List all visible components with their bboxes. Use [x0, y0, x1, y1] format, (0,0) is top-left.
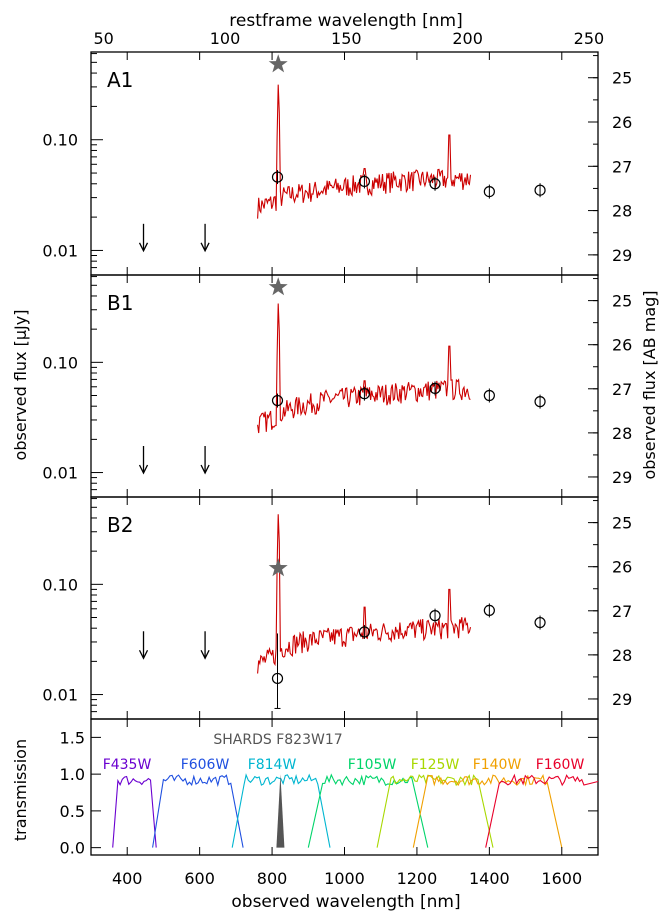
- mag-tick-label: 28: [612, 202, 632, 221]
- flux-tick-label: 0.10: [42, 353, 78, 372]
- mag-tick-label: 29: [612, 690, 632, 709]
- transmission-panel: 1.5 1.0 0.5 0.0 F435W F606W F814W F105W F125W F14…: [60, 718, 599, 888]
- panel-b1: B1 0.10 0.01 25 26 27 28 29: [42, 274, 632, 498]
- photometry-point: [534, 616, 546, 629]
- photometry-point: [429, 382, 441, 395]
- photometry-point: [429, 178, 441, 190]
- filter-label: F435W: [103, 757, 152, 773]
- upper-limit-arrowhead: [138, 649, 149, 660]
- panel-frame: [90, 274, 599, 498]
- transmission-tick-label: 0.5: [60, 802, 85, 821]
- transmission-axis-title: transmission: [11, 739, 30, 841]
- filter-curve-f105w: [307, 773, 429, 848]
- top-axis-title: restframe wavelength [nm]: [229, 11, 462, 31]
- upper-limit-arrowhead: [200, 649, 210, 660]
- left-axis-title: observed flux [μJy]: [11, 310, 30, 461]
- bottom-tick-label: 1600: [541, 869, 582, 888]
- photometry-point: [429, 610, 441, 622]
- transmission-tick-label: 1.5: [60, 728, 85, 747]
- transmission-frame: [90, 718, 599, 856]
- upper-limit-arrowhead: [138, 464, 149, 475]
- mag-tick-label: 28: [612, 646, 632, 665]
- panel-frame: [90, 496, 599, 720]
- transmission-tick-label: 0.0: [60, 839, 85, 858]
- lyman-alpha-star-marker: [268, 54, 288, 73]
- filter-curve-f140w: [412, 774, 563, 848]
- filter-curve-f606w: [152, 774, 244, 848]
- flux-tick-label: 0.10: [42, 131, 78, 150]
- panel-b2: B2 0.10 0.01 25 26 27 28 29: [42, 496, 632, 720]
- mag-tick-label: 25: [612, 292, 632, 311]
- bottom-tick-label: 800: [257, 869, 288, 888]
- upper-limit-arrowhead: [138, 242, 149, 253]
- top-tick-label: 100: [210, 29, 241, 48]
- mag-tick-label: 29: [612, 468, 632, 487]
- right-axis-title: observed flux [AB mag]: [640, 290, 659, 479]
- filter-label: F140W: [473, 757, 522, 773]
- spectrum-line: [257, 84, 472, 219]
- top-axis-ticks: 50 100 150 200 250: [93, 29, 604, 48]
- panel-label: B2: [107, 513, 133, 537]
- photometry-point: [358, 626, 371, 638]
- filter-label: F814W: [248, 757, 297, 773]
- photometry-point: [483, 604, 495, 617]
- mag-tick-label: 27: [612, 602, 632, 621]
- top-tick-label: 200: [452, 29, 483, 48]
- upper-limit-arrowhead: [200, 464, 210, 475]
- panel-a1: A1 0.10 0.01 25 26 27 28 29: [42, 51, 632, 276]
- flux-tick-label: 0.01: [42, 464, 78, 483]
- panel-label: B1: [107, 291, 133, 315]
- mag-tick-label: 25: [612, 69, 632, 88]
- top-tick-label: 50: [93, 29, 113, 48]
- mag-tick-label: 27: [612, 380, 632, 399]
- photometry-point: [271, 394, 284, 407]
- filter-curve-f160w: [485, 773, 599, 848]
- photometry-point: [483, 389, 495, 402]
- photometry-point: [271, 171, 284, 183]
- lyman-alpha-star-marker: [268, 277, 288, 296]
- photometry-point: [483, 185, 495, 198]
- photometry-point: [358, 175, 371, 188]
- filter-label: F125W: [411, 757, 460, 773]
- mag-tick-label: 27: [612, 157, 632, 176]
- upper-limit-arrowhead: [200, 242, 210, 253]
- bottom-tick-label: 600: [184, 869, 215, 888]
- mag-tick-label: 26: [612, 558, 632, 577]
- filter-label: F105W: [348, 757, 397, 773]
- filter-curve-f814w: [231, 773, 331, 848]
- flux-tick-label: 0.01: [42, 241, 78, 260]
- mag-tick-label: 29: [612, 246, 632, 265]
- panel-label: A1: [107, 68, 133, 92]
- panel-frame: [90, 51, 599, 276]
- spectrum-line: [257, 303, 471, 434]
- mag-tick-label: 26: [612, 113, 632, 132]
- bottom-tick-label: 400: [112, 869, 143, 888]
- filter-curve-f435w: [112, 775, 157, 848]
- photometry-point: [534, 396, 546, 408]
- shards-filter-curve: [276, 774, 285, 848]
- spectrum-line: [257, 514, 472, 674]
- lyman-alpha-star-marker: [268, 558, 288, 577]
- mag-tick-label: 26: [612, 336, 632, 355]
- top-tick-label: 150: [331, 29, 362, 48]
- bottom-axis-title: observed wavelength [nm]: [231, 892, 460, 912]
- bottom-tick-label: 1200: [397, 869, 438, 888]
- filter-curve-f125w: [376, 774, 494, 848]
- flux-tick-label: 0.01: [42, 686, 78, 705]
- top-tick-label: 250: [574, 29, 605, 48]
- photometry-point: [534, 184, 546, 196]
- flux-panels: A1 0.10 0.01 25 26 27 28 29 B1 0.10 0.01 25 26 27 28 29…: [42, 51, 632, 720]
- mag-tick-label: 28: [612, 424, 632, 443]
- filter-label: F160W: [536, 757, 585, 773]
- filter-label: F606W: [181, 757, 230, 773]
- photometry-point: [358, 388, 371, 400]
- shards-filter-label: SHARDS F823W17: [213, 732, 342, 748]
- bottom-tick-label: 1000: [324, 869, 365, 888]
- transmission-tick-label: 1.0: [60, 765, 85, 784]
- mag-tick-label: 25: [612, 514, 632, 533]
- flux-tick-label: 0.10: [42, 575, 78, 594]
- bottom-tick-label: 1400: [469, 869, 510, 888]
